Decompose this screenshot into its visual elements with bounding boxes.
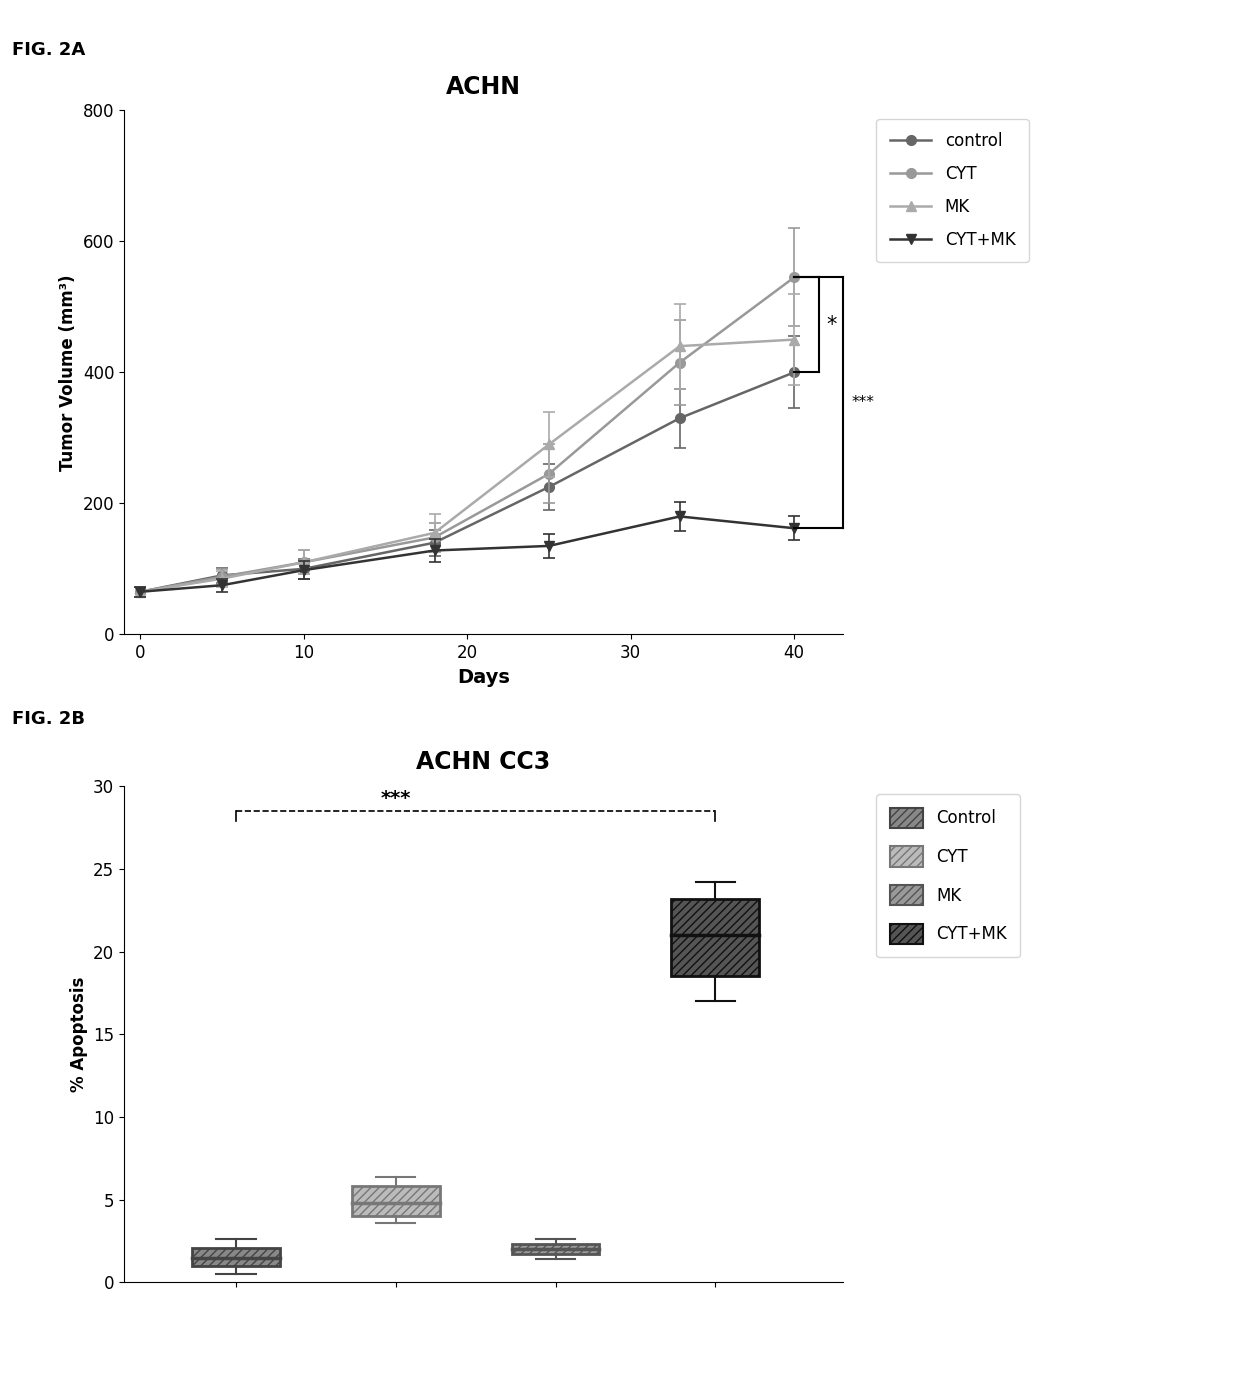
Text: FIG. 2B: FIG. 2B [12,710,86,728]
Bar [192,1248,280,1266]
Title: ACHN: ACHN [446,74,521,99]
Text: FIG. 2A: FIG. 2A [12,41,86,59]
Text: ***: *** [852,396,874,411]
Y-axis label: % Apoptosis: % Apoptosis [69,976,88,1092]
Bar [352,1186,440,1216]
Bar [512,1244,599,1255]
Text: *: * [827,314,837,335]
Legend: control, CYT, MK, CYT+MK: control, CYT, MK, CYT+MK [877,119,1029,262]
Title: ACHN CC3: ACHN CC3 [417,750,551,775]
Bar [671,899,759,976]
Text: ***: *** [381,789,410,808]
Legend: Control, CYT, MK, CYT+MK: Control, CYT, MK, CYT+MK [877,794,1021,957]
X-axis label: Days: Days [458,667,510,687]
Y-axis label: Tumor Volume (mm³): Tumor Volume (mm³) [60,274,77,470]
